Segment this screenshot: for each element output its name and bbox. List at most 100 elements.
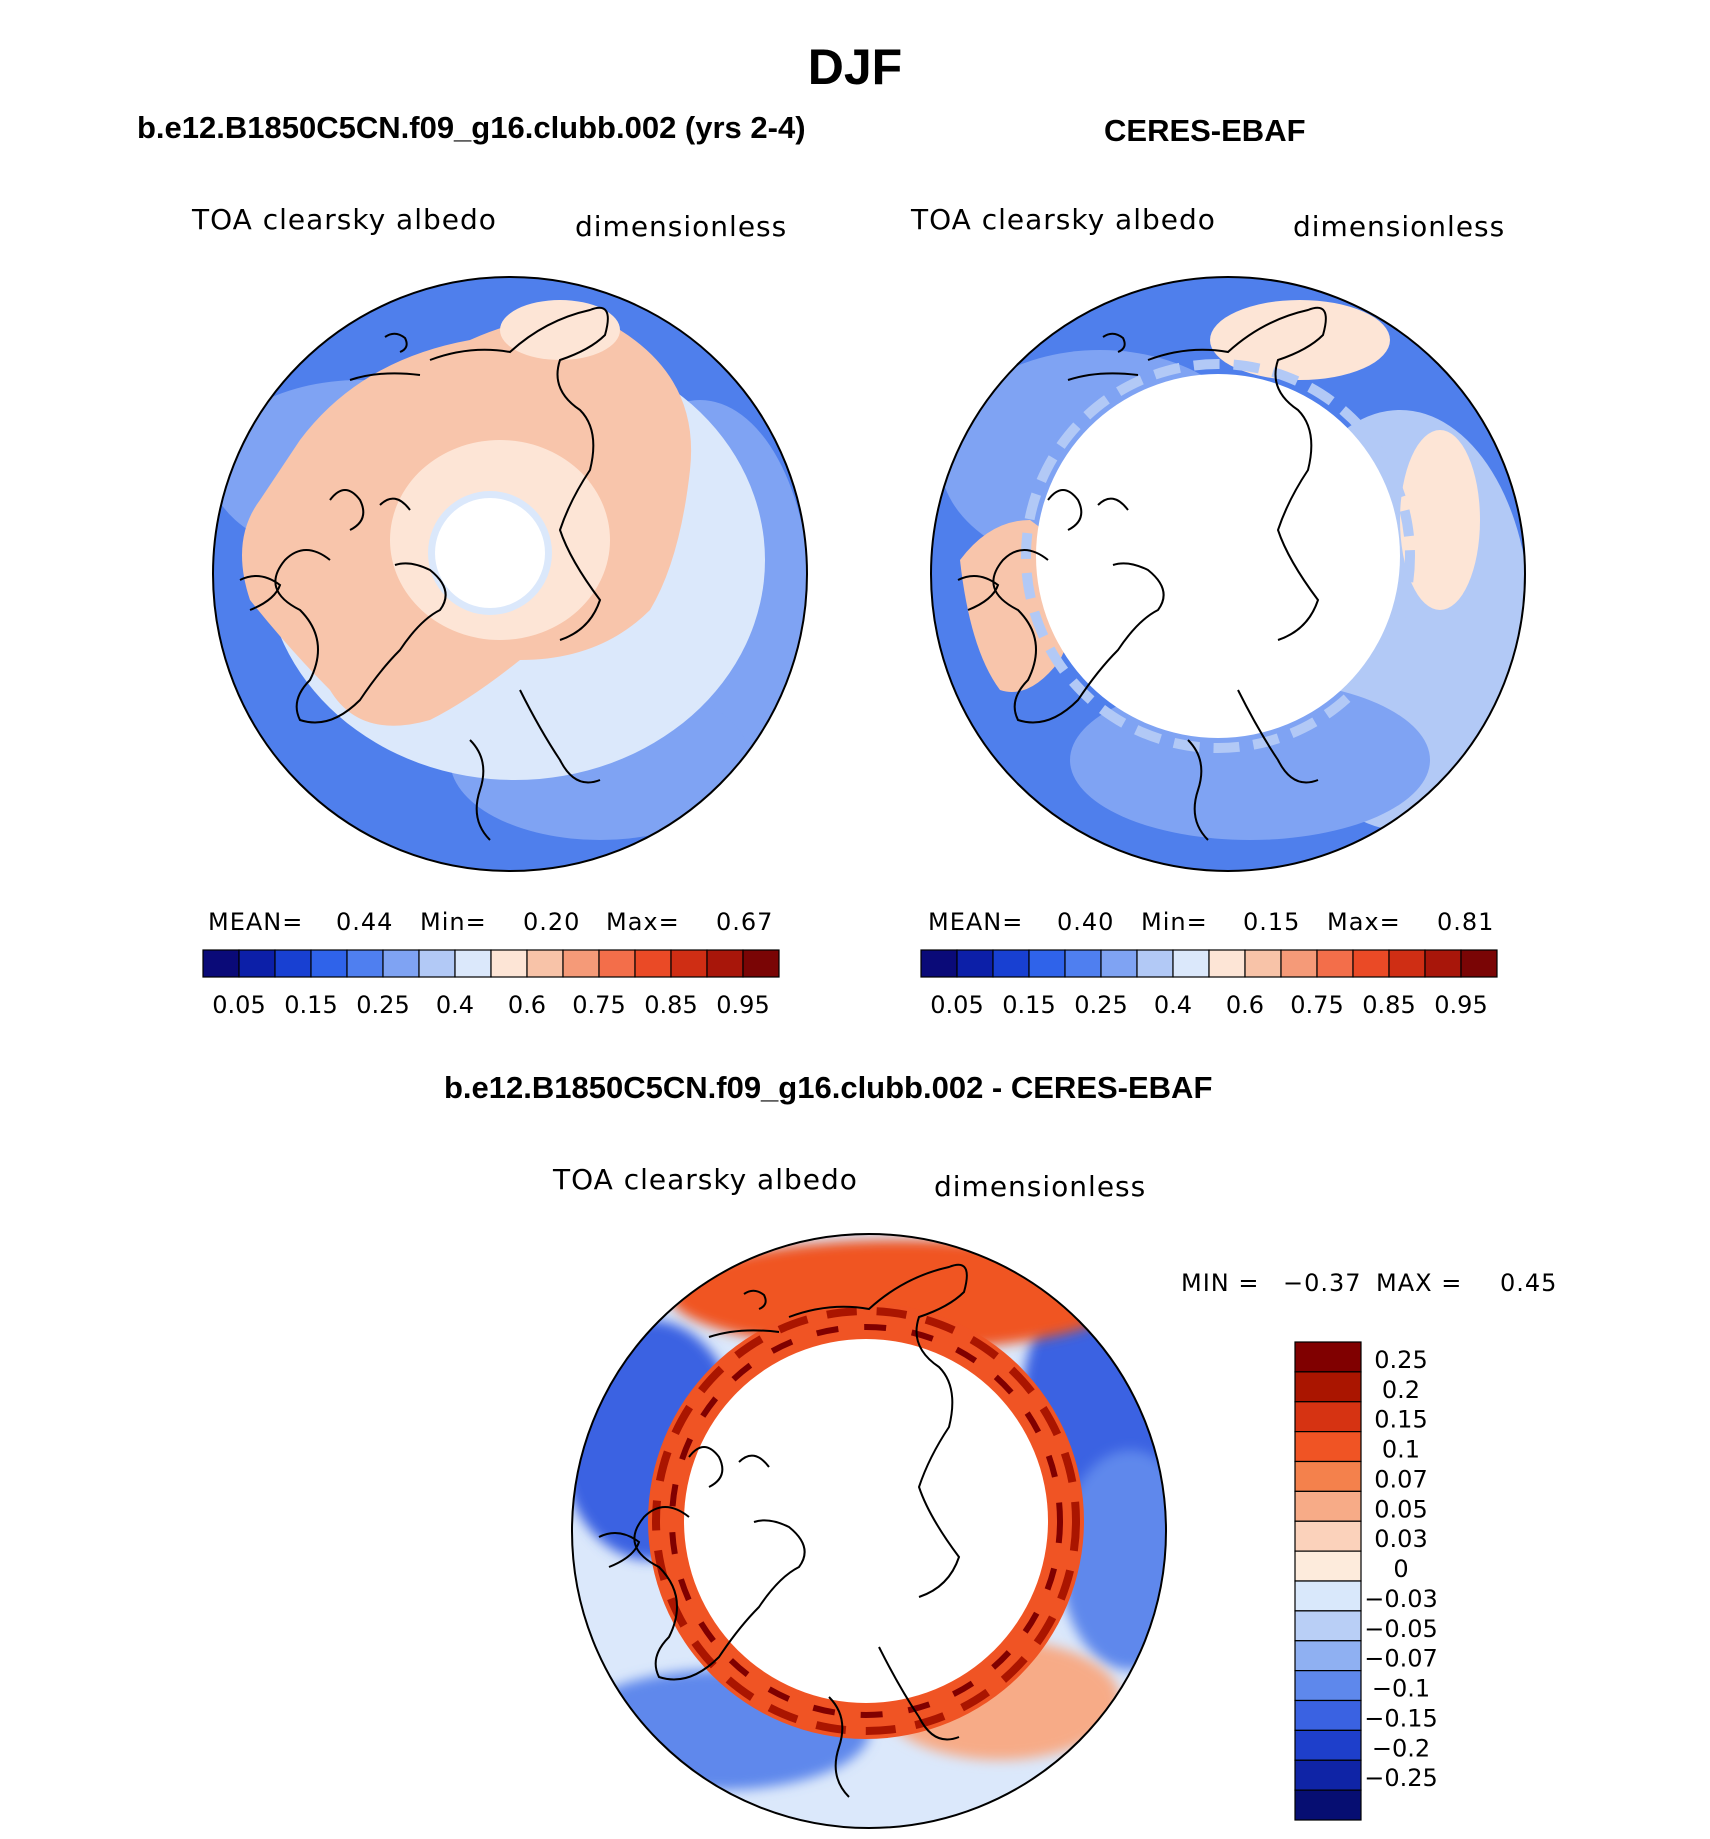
panel-3-min-label: MIN =: [1181, 1269, 1260, 1297]
panel-3-colorbar-box: [1294, 1401, 1362, 1433]
panel-3-coastlines: [598, 1263, 968, 1798]
panel-2-colorbar-tick-label: 0.85: [1362, 991, 1415, 1019]
panel-3-min-value: −0.37: [1283, 1269, 1362, 1297]
panel-1-colorbar-box: [382, 949, 420, 978]
panel-1-colorbar-box: [202, 949, 240, 978]
panel-2-land-light: [1210, 300, 1390, 380]
panel-1-colorbar-tick-label: 0.95: [716, 991, 769, 1019]
panel-1-colorbar-box: [634, 949, 672, 978]
panel-2-max-value: 0.81: [1437, 908, 1495, 936]
panel-2-colorbar-box: [1352, 949, 1390, 978]
panel-3-colorbar-box: [1294, 1520, 1362, 1552]
panel-2-colorbar-box: [1316, 949, 1354, 978]
panel-3-colorbar-box: [1294, 1580, 1362, 1612]
panel-3-map-border: [571, 1233, 1167, 1829]
panel-2-colorbar-tick-label: 0.95: [1434, 991, 1487, 1019]
panel-3-colorbar-box: [1294, 1490, 1362, 1522]
panel-1-units-label: dimensionless: [575, 210, 788, 243]
panel-3-colorbar-box: [1294, 1729, 1362, 1761]
panel-1-min-label: Min=: [420, 908, 487, 936]
panel-1-colorbar-box: [274, 949, 312, 978]
panel-3-colorbar-tick-label: −0.15: [1364, 1704, 1438, 1732]
panel-1-colorbar-box: [706, 949, 744, 978]
panel-2-units-label: dimensionless: [1293, 210, 1506, 243]
panel-2-colorbar-box: [1064, 949, 1102, 978]
panel-2-colorbar-tick-label: 0.25: [1074, 991, 1127, 1019]
panel-1-colorbar-box: [670, 949, 708, 978]
panel-1-colorbar-tick-label: 0.4: [436, 991, 474, 1019]
panel-3-colorbar-box: [1294, 1341, 1362, 1373]
panel-1-colorbar-box: [598, 949, 636, 978]
panel-3-colorbar-tick-label: 0.07: [1374, 1465, 1427, 1493]
panel-3-colorbar-box: [1294, 1670, 1362, 1702]
panel-3-colorbar-tick-label: −0.05: [1364, 1615, 1438, 1643]
panel-2-max-label: Max=: [1327, 908, 1401, 936]
panel-2-colorbar-tick-label: 0.4: [1154, 991, 1192, 1019]
panel-2-missing-edge: [1021, 359, 1415, 753]
panel-1-colorbar-tick-label: 0.85: [644, 991, 697, 1019]
panel-1-mean-value: 0.44: [336, 908, 394, 936]
panel-3-ring-stripes: [669, 1324, 1063, 1718]
panel-1-mean-label: MEAN=: [208, 908, 304, 936]
panel-1-colorbar-tick-label: 0.75: [572, 991, 625, 1019]
panel-2-colorbar-box: [1460, 949, 1498, 978]
panel-3-colorbar-tick-label: 0: [1393, 1555, 1408, 1583]
panel-1-min-value: 0.20: [523, 908, 581, 936]
panel-1-colorbar-box: [742, 949, 780, 978]
panel-2-colorbar-box: [920, 949, 958, 978]
panel-2-min-label: Min=: [1141, 908, 1208, 936]
panel-3-colorbar-tick-label: 0.05: [1374, 1495, 1427, 1523]
panel-3-colorbar-box: [1294, 1460, 1362, 1492]
panel-1-max-label: Max=: [606, 908, 680, 936]
panel-1-land-light: [500, 300, 620, 360]
panel-3-max-label: MAX =: [1376, 1269, 1463, 1297]
panel-2-colorbar-box: [1028, 949, 1066, 978]
panel-2-colorbar-box: [992, 949, 1030, 978]
panel-2-coastlines: [957, 306, 1327, 841]
panel-2-colorbar-tick-label: 0.15: [1002, 991, 1055, 1019]
panel-1-colorbar-box: [562, 949, 600, 978]
panel-2-colorbar-box: [1244, 949, 1282, 978]
panel-3-colorbar-box: [1294, 1550, 1362, 1582]
panel-2-colorbar-box: [1136, 949, 1174, 978]
panel-2-colorbar-tick-label: 0.75: [1290, 991, 1343, 1019]
panel-1-pole-gap: [435, 498, 545, 608]
panel-3-colorbar-tick-label: −0.25: [1364, 1764, 1438, 1792]
panel-3-negative-region: [1060, 1450, 1166, 1670]
panel-3-colorbar-tick-label: −0.2: [1372, 1734, 1430, 1762]
panel-2-colorbar-tick-label: 0.6: [1226, 991, 1264, 1019]
panel-2-colorbar-box: [956, 949, 994, 978]
panel-3-ring-stripes: [652, 1307, 1080, 1735]
panel-1-colorbar-box: [346, 949, 384, 978]
panel-2-land-light: [1400, 430, 1480, 610]
panel-3-colorbar-tick-label: 0.03: [1374, 1525, 1427, 1553]
panel-2-min-value: 0.15: [1243, 908, 1301, 936]
panel-1-colorbar-box: [238, 949, 276, 978]
panel-3-colorbar-tick-label: 0.1: [1382, 1436, 1420, 1464]
panel-3-variable-label: TOA clearsky albedo: [553, 1163, 858, 1196]
panel-1-title: b.e12.B1850C5CN.f09_g16.clubb.002 (yrs 2…: [137, 110, 806, 145]
panel-2-colorbar: 0.05 0.15 0.25 0.4 0.6 0.75 0.85 0.95: [920, 949, 1498, 1019]
panel-3-map: [571, 1233, 1167, 1829]
panel-3-max-value: 0.45: [1500, 1269, 1558, 1297]
panel-3-colorbar-box: [1294, 1431, 1362, 1463]
panel-1-colorbar-tick-label: 0.25: [356, 991, 409, 1019]
panel-3-colorbar-box: [1294, 1699, 1362, 1731]
panel-3-colorbar-box: [1294, 1640, 1362, 1672]
panel-2-mean-value: 0.40: [1057, 908, 1115, 936]
panel-2-map-border: [930, 276, 1526, 872]
panel-3-colorbar: 0.250.20.150.10.070.050.030−0.03−0.05 −0.…: [1294, 1341, 1438, 1821]
panel-1-map-border: [212, 276, 808, 872]
panel-3-colorbar-tick-label: 0.15: [1374, 1406, 1427, 1434]
panel-3-colorbar-tick-label: 0.2: [1382, 1376, 1420, 1404]
panel-3-colorbar-box: [1294, 1759, 1362, 1791]
panel-2-colorbar-tick-label: 0.05: [930, 991, 983, 1019]
panel-2-map: [930, 276, 1526, 872]
panel-3-title: b.e12.B1850C5CN.f09_g16.clubb.002 - CERE…: [444, 1070, 1213, 1105]
panel-3-units-label: dimensionless: [934, 1170, 1147, 1203]
panel-2-colorbar-box: [1280, 949, 1318, 978]
panel-3-colorbar-tick-label: −0.03: [1364, 1585, 1438, 1613]
panel-3-colorbar-tick-label: 0.25: [1374, 1346, 1427, 1374]
panel-2-variable-label: TOA clearsky albedo: [911, 203, 1216, 236]
panel-1-colorbar-tick-label: 0.6: [508, 991, 546, 1019]
